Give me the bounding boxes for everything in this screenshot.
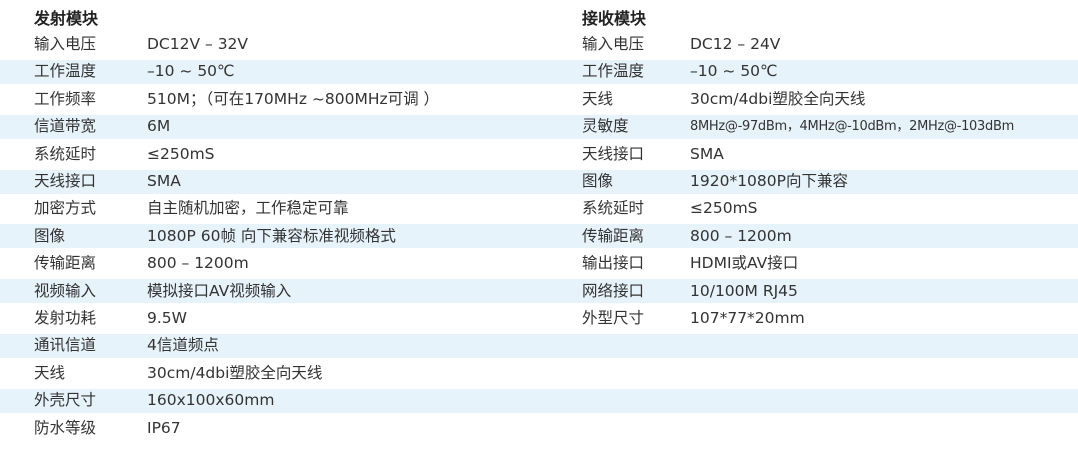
spec-label: 天线 <box>582 89 614 108</box>
spec-label: 灵敏度 <box>582 117 629 136</box>
spec-row: 视频输入 模拟接口AV视频输入 <box>34 278 544 305</box>
spec-value: 10/100M RJ45 <box>690 281 798 300</box>
spec-label: 视频输入 <box>34 281 97 300</box>
spec-row: 输入电压 DC12V – 32V <box>34 31 544 58</box>
spec-row: 网络接口 10/100M RJ45 <box>582 278 1078 305</box>
spec-value: –10 ~ 50℃ <box>690 62 778 81</box>
row-stripe <box>0 59 1078 84</box>
spec-label: 工作温度 <box>34 62 97 81</box>
spec-row: 信道带宽 6M <box>34 113 544 140</box>
spec-label: 输入电压 <box>582 35 645 53</box>
row-stripe <box>0 169 1078 194</box>
spec-row: 防水等级 IP67 <box>34 415 544 442</box>
spec-label: 防水等级 <box>34 418 97 437</box>
spec-label: 发射功耗 <box>34 309 97 327</box>
spec-value: DC12V – 32V <box>147 35 249 53</box>
spec-row: 工作频率 510M；（可在170MHz ~800MHz可调 ） <box>34 86 544 113</box>
spec-row: 图像 1080P 60帧 向下兼容标准视频格式 <box>34 223 544 250</box>
spec-row: 传输距离 800 – 1200m <box>34 250 544 277</box>
spec-row: 系统延时 ≤250mS <box>582 195 1078 222</box>
spec-label: 图像 <box>582 172 614 190</box>
row-stripe <box>0 224 1078 249</box>
row-stripe <box>0 388 1078 413</box>
spec-row: 图像 1920*1080P向下兼容 <box>582 168 1078 195</box>
spec-label: 网络接口 <box>582 281 645 300</box>
spec-value: 1080P 60帧 向下兼容标准视频格式 <box>147 226 396 245</box>
spec-value: 510M；（可在170MHz ~800MHz可调 ） <box>147 89 440 108</box>
row-stripe <box>0 114 1078 139</box>
spec-row: 天线接口 SMA <box>582 141 1078 168</box>
spec-value: 9.5W <box>147 309 187 327</box>
spec-value: 800 – 1200m <box>690 226 792 245</box>
spec-label: 输入电压 <box>34 35 97 53</box>
spec-value: 30cm/4dbi塑胶全向天线 <box>690 89 866 108</box>
spec-row: 天线接口 SMA <box>34 168 544 195</box>
spec-row: 传输距离 800 – 1200m <box>582 223 1078 250</box>
spec-label: 输出接口 <box>582 254 645 273</box>
spec-value: 自主随机加密，工作稳定可靠 <box>147 199 349 218</box>
spec-row: 外型尺寸 107*77*20mm <box>582 305 1078 332</box>
spec-value: ≤250mS <box>690 199 758 218</box>
spec-label: 系统延时 <box>582 199 645 218</box>
spec-value: 4信道频点 <box>147 336 219 355</box>
spec-label: 系统延时 <box>34 144 97 163</box>
spec-row: 发射功耗 9.5W <box>34 305 544 332</box>
spec-label: 传输距离 <box>582 226 645 245</box>
spec-value: HDMI或AV接口 <box>690 254 799 273</box>
spec-value: 模拟接口AV视频输入 <box>147 281 292 300</box>
spec-label: 信道带宽 <box>34 117 97 136</box>
spec-label: 传输距离 <box>34 254 97 273</box>
spec-label: 天线接口 <box>582 144 645 163</box>
spec-row: 天线 30cm/4dbi塑胶全向天线 <box>34 360 544 387</box>
spec-value: 6M <box>147 117 171 136</box>
spec-value: 107*77*20mm <box>690 309 805 327</box>
spec-label: 加密方式 <box>34 199 97 218</box>
spec-value: 160x100x60mm <box>147 391 275 410</box>
spec-label: 天线 <box>34 363 66 382</box>
spec-row: 加密方式 自主随机加密，工作稳定可靠 <box>34 195 544 222</box>
spec-value: ≤250mS <box>147 144 215 163</box>
spec-value: IP67 <box>147 418 181 437</box>
spec-row: 工作温度 –10 ~ 50℃ <box>34 58 544 85</box>
spec-row: 系统延时 ≤250mS <box>34 141 544 168</box>
spec-label: 天线接口 <box>34 172 97 190</box>
spec-row: 灵敏度 8MHz@-97dBm，4MHz@-10dBm，2MHz@-103dBm <box>582 113 1078 140</box>
spec-row: 工作温度 –10 ~ 50℃ <box>582 58 1078 85</box>
spec-label: 图像 <box>34 226 66 245</box>
spec-label: 工作温度 <box>582 62 645 81</box>
spec-row: 输入电压 DC12 – 24V <box>582 31 1078 58</box>
spec-label: 工作频率 <box>34 89 97 108</box>
spec-value: DC12 – 24V <box>690 35 781 53</box>
spec-row: 天线 30cm/4dbi塑胶全向天线 <box>582 86 1078 113</box>
spec-row: 通讯信道 4信道频点 <box>34 332 544 359</box>
spec-row: 输出接口 HDMI或AV接口 <box>582 250 1078 277</box>
spec-value: 1920*1080P向下兼容 <box>690 172 848 190</box>
receiver-title: 接收模块 <box>582 9 647 28</box>
spec-value: 30cm/4dbi塑胶全向天线 <box>147 363 323 382</box>
spec-row: 外壳尺寸 160x100x60mm <box>34 387 544 414</box>
spec-value: 8MHz@-97dBm，4MHz@-10dBm，2MHz@-103dBm <box>690 119 1014 135</box>
row-stripe <box>0 279 1078 304</box>
spec-label: 外壳尺寸 <box>34 391 97 410</box>
spec-value: –10 ~ 50℃ <box>147 62 235 81</box>
spec-value: SMA <box>690 144 724 163</box>
transmitter-title: 发射模块 <box>34 9 99 28</box>
spec-value: SMA <box>147 172 181 190</box>
spec-label: 通讯信道 <box>34 336 97 355</box>
spec-label: 外型尺寸 <box>582 309 645 327</box>
spec-value: 800 – 1200m <box>147 254 249 273</box>
row-stripe <box>0 333 1078 358</box>
